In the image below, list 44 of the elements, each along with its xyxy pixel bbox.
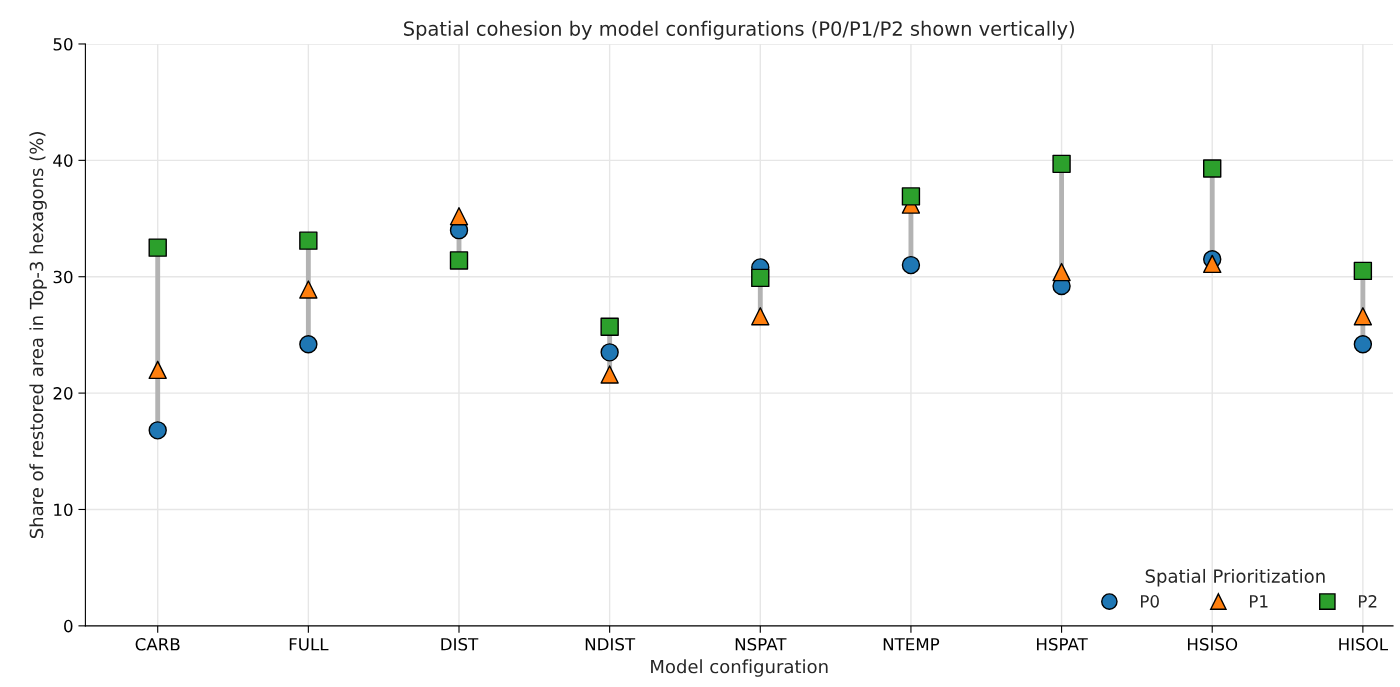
x-tick-label: NSPAT — [735, 637, 787, 651]
point — [1203, 159, 1222, 178]
legend-title: Spatial Prioritization — [1145, 568, 1325, 587]
point — [299, 280, 318, 299]
point — [901, 255, 921, 275]
point — [751, 268, 770, 288]
x-tick-label: HISOL — [1339, 637, 1388, 651]
point — [148, 421, 167, 440]
point — [1052, 262, 1071, 282]
point — [600, 343, 619, 362]
x-axis-title: Model configuration — [651, 659, 828, 677]
y-tick-label: 40 — [53, 154, 73, 167]
y-tick-label: 0 — [64, 619, 73, 633]
point — [299, 335, 318, 354]
y-tick-label: 50 — [53, 37, 73, 51]
point — [148, 360, 167, 380]
point — [751, 307, 770, 326]
y-axis-title: Share of restored area in Top-3 hexagons (%) — [29, 132, 47, 539]
point — [148, 238, 167, 257]
point — [1353, 335, 1373, 354]
x-tick-label: HSPAT — [1037, 637, 1088, 651]
point — [1353, 261, 1373, 281]
point — [449, 251, 469, 270]
x-tick-label: CARB — [135, 637, 180, 651]
point — [1353, 307, 1373, 326]
point — [1052, 154, 1071, 174]
y-tick-label: 20 — [53, 387, 73, 400]
point — [1203, 254, 1222, 274]
x-tick-label: DIST — [441, 637, 479, 651]
point — [449, 207, 469, 226]
legend-label: P0 — [1141, 595, 1159, 608]
point — [299, 231, 318, 250]
point — [600, 365, 619, 384]
x-tick-label: HSISO — [1188, 637, 1238, 651]
y-tick-label: 10 — [54, 503, 73, 517]
legend-label: P2 — [1358, 595, 1377, 608]
y-tick-label: 30 — [53, 270, 73, 284]
x-tick-label: NTEMP — [883, 638, 940, 651]
legend-label: P1 — [1249, 595, 1268, 608]
chart-title: Spatial cohesion by model configurations (P0/P1/P2 shown vertically) — [404, 20, 1074, 40]
point — [901, 187, 921, 206]
x-tick-label: FULL — [289, 638, 329, 651]
x-tick-label: NDIST — [585, 637, 636, 651]
point — [600, 317, 619, 336]
